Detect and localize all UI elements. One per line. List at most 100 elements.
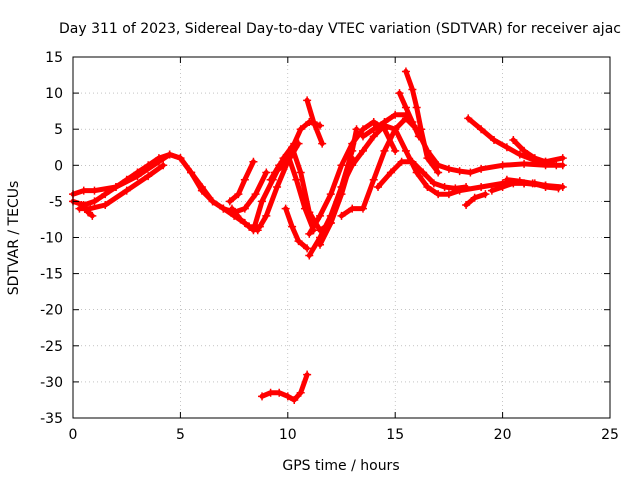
x-axis-label: GPS time / hours xyxy=(282,458,399,474)
data-point xyxy=(487,186,496,195)
data-point xyxy=(374,182,383,191)
x-tick-label: 25 xyxy=(601,427,619,443)
data-point xyxy=(520,146,529,155)
y-tick-label: -5 xyxy=(49,194,63,210)
series-sat-f xyxy=(225,157,258,206)
data-point xyxy=(414,132,423,141)
data-point xyxy=(316,211,325,220)
data-point xyxy=(240,204,249,213)
data-point xyxy=(395,89,404,98)
data-point xyxy=(490,136,499,145)
data-point xyxy=(165,150,174,159)
x-tick-label: 10 xyxy=(279,427,297,443)
series-sat-u xyxy=(462,190,490,210)
data-point xyxy=(197,186,206,195)
data-point xyxy=(554,184,563,193)
data-point xyxy=(358,132,367,141)
series-sat-y xyxy=(502,175,563,193)
data-point xyxy=(79,186,88,195)
data-point xyxy=(477,182,486,191)
data-point xyxy=(88,211,97,220)
data-point xyxy=(541,182,550,191)
y-tick-label: -10 xyxy=(40,231,63,247)
data-point xyxy=(348,146,357,155)
data-point xyxy=(462,201,471,210)
data-point xyxy=(316,240,325,249)
data-point xyxy=(303,244,312,253)
y-tick-label: 10 xyxy=(45,86,63,102)
data-point xyxy=(352,125,361,134)
data-point xyxy=(275,388,284,397)
data-point xyxy=(502,143,511,152)
x-tick-label: 0 xyxy=(69,427,78,443)
y-tick-label: -25 xyxy=(40,339,63,355)
data-point xyxy=(309,117,318,126)
data-point xyxy=(249,157,258,166)
data-point xyxy=(262,211,271,220)
data-point xyxy=(283,392,292,401)
data-point xyxy=(266,175,275,184)
data-point xyxy=(270,168,279,177)
data-point xyxy=(408,85,417,94)
data-point xyxy=(296,168,305,177)
data-point xyxy=(440,182,449,191)
y-axis-label: SDTVAR / TECUs xyxy=(6,181,22,296)
y-tick-label: -35 xyxy=(40,411,63,427)
series-group xyxy=(69,67,567,404)
data-point xyxy=(303,96,312,105)
grid xyxy=(73,57,610,418)
series-sat-q xyxy=(374,157,471,193)
series-sat-s xyxy=(395,89,423,141)
series-line xyxy=(403,68,441,175)
data-point xyxy=(292,175,301,184)
data-point xyxy=(133,172,142,181)
series-sat-p xyxy=(358,110,567,177)
data-point xyxy=(380,146,389,155)
data-point xyxy=(240,175,249,184)
data-point xyxy=(541,157,550,166)
data-point xyxy=(528,179,537,188)
data-point xyxy=(144,172,153,181)
data-point xyxy=(90,186,99,195)
data-point xyxy=(294,237,303,246)
series-sat-k xyxy=(281,204,312,253)
data-point xyxy=(462,182,471,191)
data-point xyxy=(444,190,453,199)
data-point xyxy=(249,226,258,235)
data-point xyxy=(530,154,539,163)
data-point xyxy=(288,222,297,231)
data-point xyxy=(386,168,395,177)
data-point xyxy=(234,190,243,199)
data-point xyxy=(101,201,110,210)
data-point xyxy=(348,204,357,213)
data-point xyxy=(154,157,163,166)
data-point xyxy=(552,161,561,170)
data-point xyxy=(397,157,406,166)
data-point xyxy=(337,182,346,191)
data-point xyxy=(258,392,267,401)
data-point xyxy=(380,117,389,126)
data-point xyxy=(481,190,490,199)
data-point xyxy=(90,197,99,206)
axis-ticks: 0 5 10 15 20 25 15 10 5 0 -5 -10 -15 -20 -25 -30 -35 xyxy=(40,50,619,443)
data-point xyxy=(509,136,518,145)
data-point xyxy=(391,125,400,134)
data-point xyxy=(227,204,236,213)
data-point xyxy=(444,164,453,173)
series-line xyxy=(397,90,422,139)
data-point xyxy=(502,175,511,184)
data-point xyxy=(470,193,479,202)
data-point xyxy=(266,388,275,397)
data-point xyxy=(369,132,378,141)
series-sat-r xyxy=(401,67,443,177)
data-point xyxy=(464,114,473,123)
data-point xyxy=(498,161,507,170)
x-tick-label: 5 xyxy=(176,427,185,443)
data-point xyxy=(391,146,400,155)
series-line xyxy=(283,206,310,251)
data-point xyxy=(401,146,410,155)
data-point xyxy=(326,219,335,228)
data-point xyxy=(358,146,367,155)
data-point xyxy=(296,388,305,397)
